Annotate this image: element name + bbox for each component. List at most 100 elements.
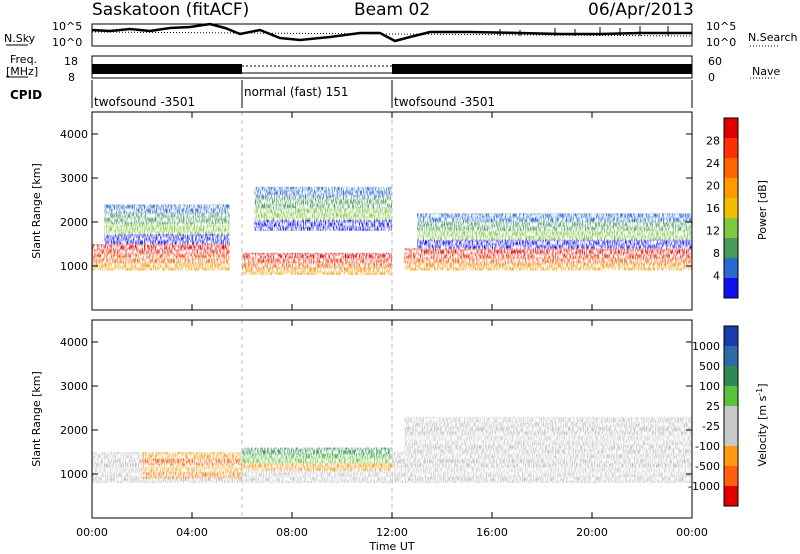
power-feature-4-band-0 [404,248,692,254]
velocity-colorbar-segment-6 [724,446,738,467]
freq-label-line2: [MHz] [6,65,39,78]
power-colorbar-tick-1: 24 [706,157,720,170]
x-tick-label-3: 12:00 [376,526,408,539]
velocity-colorbar-tick-6: -500 [695,460,720,473]
power-ytick-label-2: 3000 [60,172,88,185]
power-feature-2-band-1 [242,258,392,264]
power-feature-1-band-0 [104,204,230,215]
cpid-segment-1: twofsound -3501 [94,95,196,109]
nsearch-tick-bottom: 10^0 [706,36,737,49]
date-title: 06/Apr/2013 [588,0,694,20]
velocity-colorbar-tick-7: -1000 [688,480,720,493]
freq-strip [6,55,776,79]
power-feature-4-band-1 [404,253,692,260]
power-colorbar-tick-2: 20 [706,180,720,193]
beam-title: Beam 02 [354,0,431,20]
velocity-ylabel: Slant Range [km] [30,371,43,467]
freq-label-line1: Freq. [10,53,38,66]
velocity-feature-1-band-0 [142,452,242,459]
power-feature-2-band-3 [242,269,392,275]
velocity-colorbar-label-sup: -1 [755,388,764,396]
velocity-colorbar-label-main: Velocity [m s [756,395,769,466]
nsky-label: N.Sky [4,32,36,45]
nave-tick-top: 60 [708,55,722,68]
power-feature-5-band-1 [417,222,692,231]
cpid-segment-2: normal (fast) 151 [244,85,349,99]
velocity-ytick-label-0: 1000 [60,468,88,481]
x-axis-label: Time UT [368,540,414,553]
power-feature-0-band-2 [92,257,230,264]
power-colorbar-segment-7 [724,258,738,279]
power-y-ticks: 1000 2000 3000 4000 [60,128,692,273]
nave-label: Nave [752,65,781,78]
velocity-colorbar-tick-4: -25 [702,420,720,433]
velocity-colorbar-segment-5 [724,426,738,447]
velocity-colorbar-label: Velocity [m s-1] [755,383,769,466]
station-title: Saskatoon (fitACF) [92,0,250,20]
velocity-colorbar-segment-8 [724,486,738,507]
power-feature-4-band-3 [404,264,692,271]
power-feature-3-band-2 [254,208,392,220]
velocity-feature-1-band-2 [142,465,242,472]
power-feature-1-band-3 [104,234,230,244]
power-feature-0-band-3 [92,263,230,271]
power-feature-3-band-3 [254,219,392,231]
nsearch-label: N.Search [748,31,798,44]
nsky-tick-top: 10^5 [52,20,83,33]
power-feature-1-band-2 [104,224,230,235]
velocity-feature-2-band-1 [242,455,392,463]
nsky-strip [6,22,778,47]
nave-tick-bottom: 0 [708,71,715,84]
velocity-colorbar-segment-4 [724,406,738,427]
power-colorbar-tick-5: 8 [713,247,720,260]
nsky-tick-bottom: 10^0 [52,36,83,49]
power-data [92,186,692,275]
power-colorbar-segment-4 [724,198,738,219]
velocity-colorbar-tick-3: 25 [706,400,720,413]
power-colorbar-tick-0: 28 [706,135,720,148]
x-tick-label-1: 04:00 [176,526,208,539]
velocity-ytick-label-2: 3000 [60,380,88,393]
nsearch-tick-top: 10^5 [706,20,737,33]
power-colorbar-frame [723,117,739,299]
velocity-feature-2-band-2 [242,463,392,471]
power-ytick-label-0: 1000 [60,260,88,273]
freq-tick-bottom: 8 [68,71,75,84]
velocity-feature-3-band-2 [404,434,692,444]
power-feature-2-band-0 [242,252,392,259]
velocity-colorbar: 1000 500 100 25 -25 -100 -500 -1000 Velocity [m… [688,325,769,507]
power-feature-2-band-2 [242,263,392,270]
cpid-segment-3: twofsound -3501 [394,95,496,109]
power-colorbar-segment-6 [724,238,738,259]
velocity-colorbar-segment-7 [724,466,738,487]
velocity-colorbar-segment-0 [724,326,738,347]
velocity-feature-2-band-3 [242,470,392,479]
nsky-spikes [499,26,669,36]
x-tick-label-0: 00:00 [76,526,108,539]
velocity-colorbar-label-close: ] [756,383,769,387]
freq-tick-top: 18 [64,55,78,68]
cpid-strip [91,80,693,108]
velocity-colorbar-segment-1 [724,346,738,367]
x-tick-label-2: 08:00 [276,526,308,539]
power-colorbar-segment-2 [724,158,738,179]
velocity-feature-1-band-1 [142,458,242,466]
velocity-data [92,416,692,483]
power-colorbar-tick-3: 16 [706,202,720,215]
power-feature-3-band-1 [254,197,392,209]
x-tick-label-5: 20:00 [576,526,608,539]
power-feature-5-band-3 [417,239,692,249]
velocity-colorbar-tick-5: -100 [695,440,720,453]
velocity-feature-3-band-3 [404,443,692,452]
power-colorbar-tick-6: 4 [713,270,720,283]
velocity-feature-3-band-1 [404,425,692,435]
power-ylabel: Slant Range [km] [30,163,43,259]
velocity-colorbar-segment-2 [724,366,738,387]
velocity-colorbar-tick-0: 1000 [692,340,720,353]
power-ytick-label-3: 4000 [60,128,88,141]
power-feature-0-band-1 [92,250,230,258]
power-feature-0-band-0 [92,244,230,251]
